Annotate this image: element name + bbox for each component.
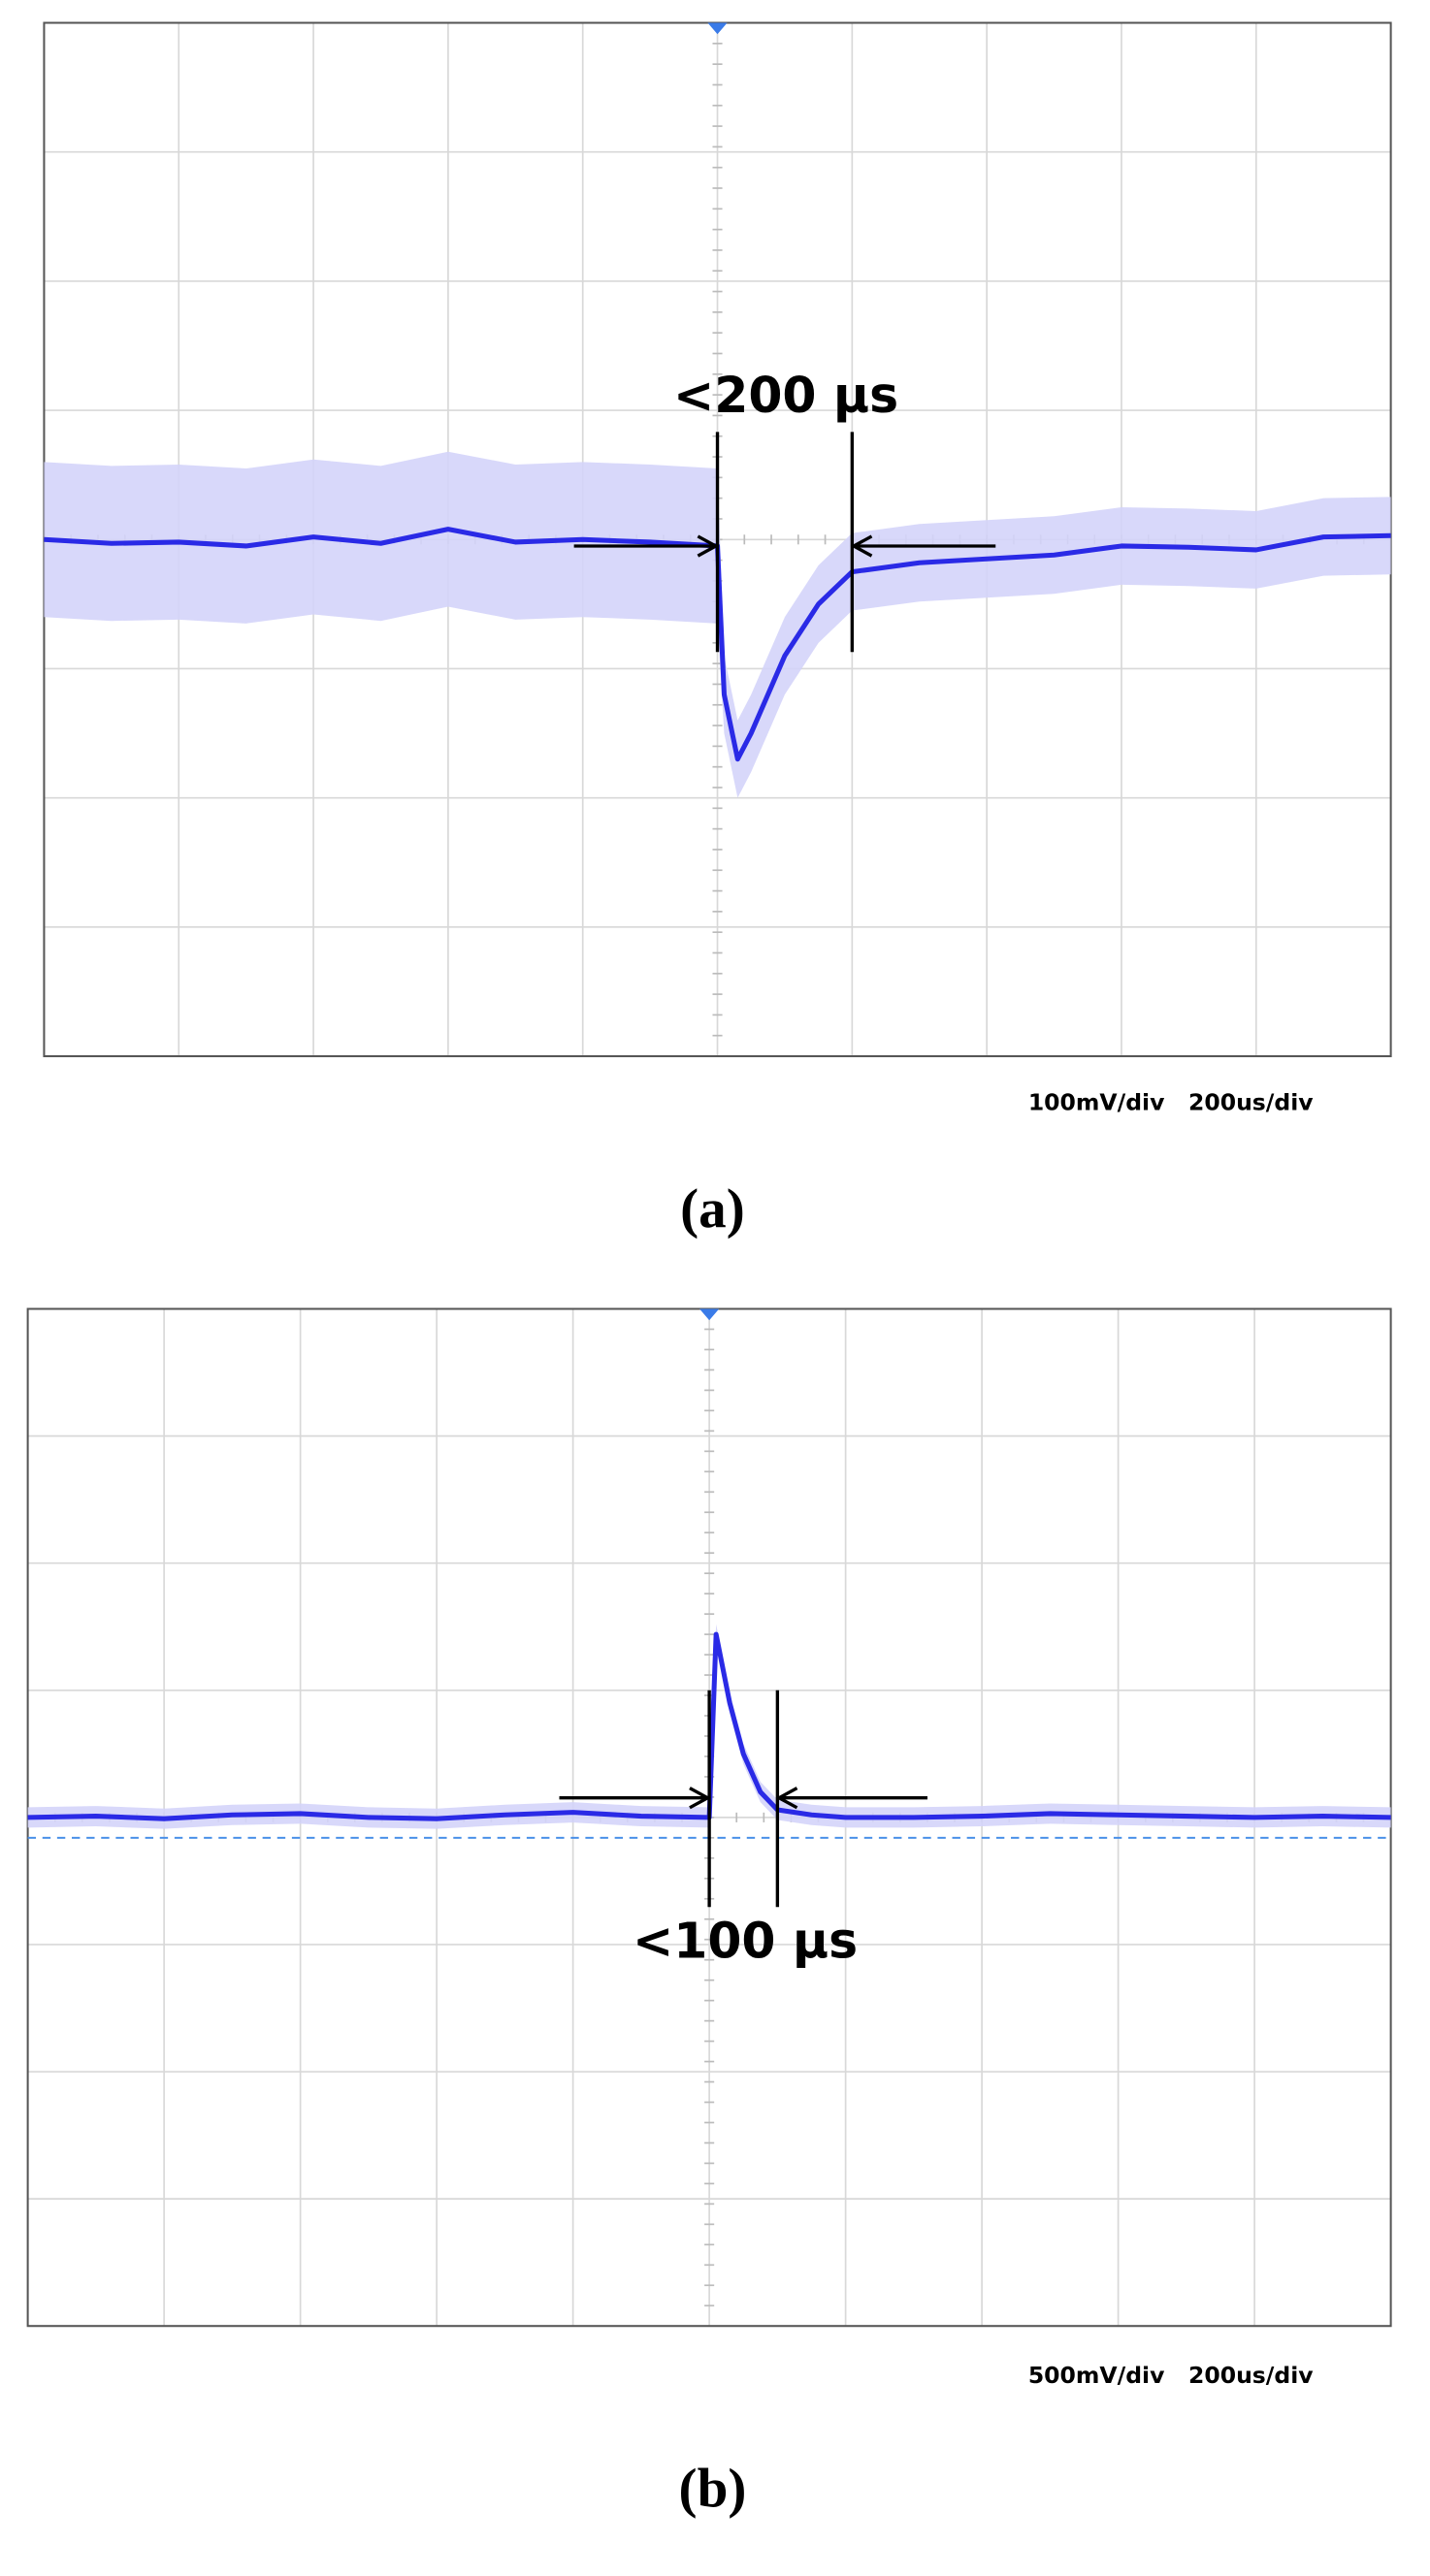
arrow-head (775, 1787, 798, 1810)
annotation: <200 µs (673, 367, 898, 424)
noise-envelope (27, 1624, 1391, 1829)
arrow-head (689, 1787, 711, 1810)
noise-envelope (44, 451, 1391, 798)
caption: (b) (679, 2458, 747, 2519)
annotation: <100 µs (633, 1912, 858, 1969)
caption: (a) (680, 1178, 745, 1240)
trigger-marker (699, 1308, 720, 1321)
trigger-marker (707, 22, 728, 35)
arrow-head (850, 534, 873, 558)
scale-label: 100mV/div 200us/div (1028, 1088, 1314, 1115)
arrow-head (697, 534, 720, 558)
scale-label: 500mV/div 200us/div (1028, 2362, 1314, 2389)
trace (27, 1631, 1391, 1821)
trace (44, 527, 1391, 762)
